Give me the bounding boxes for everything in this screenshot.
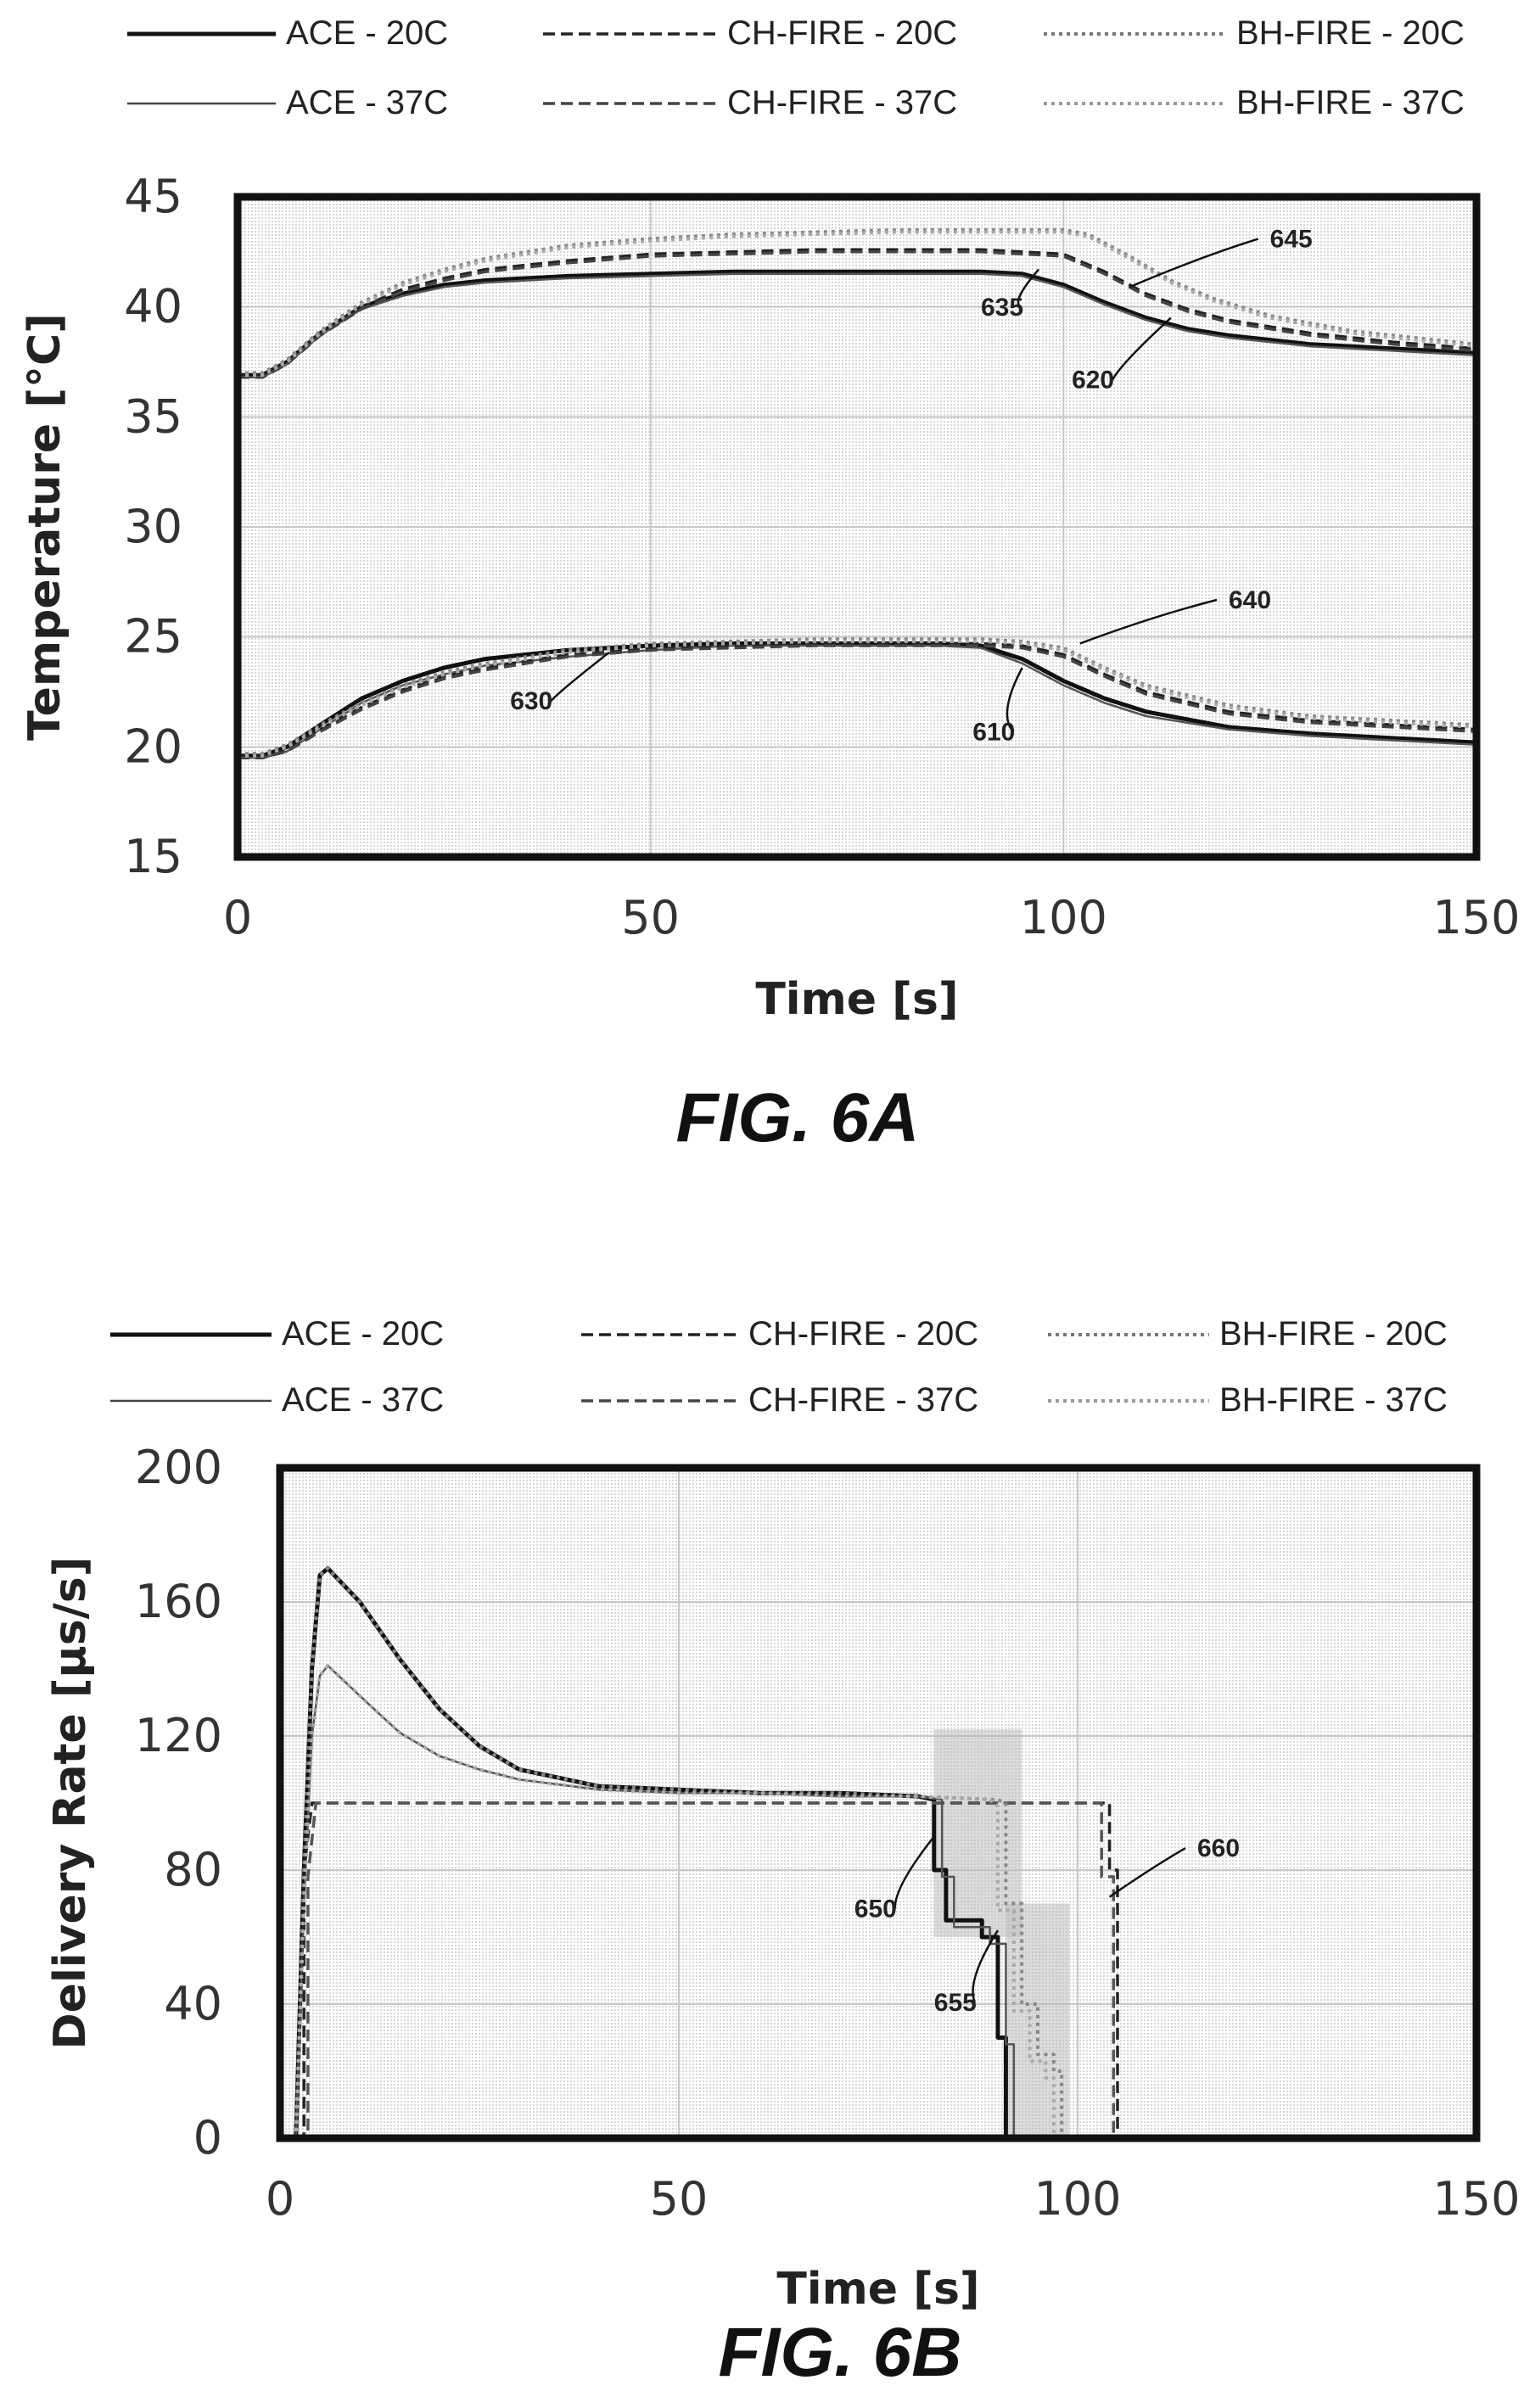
annotation-label: 640 [1229,586,1271,614]
annotation-leader [1111,316,1172,381]
legend-entry: ACE - 37C [286,84,448,121]
annotation-leader [894,1835,935,1909]
y-tick-label: 40 [164,1977,222,2030]
y-tick-label: 15 [124,830,182,883]
x-tick-label: 100 [1034,2172,1121,2226]
y-tick-label: 160 [135,1575,222,1628]
figure-label: FIG. 6B [718,2314,961,2391]
annotation-leader [550,651,610,703]
annotation-label: 655 [934,1989,977,2017]
annotation-label: 645 [1270,226,1313,254]
chart-panel-fig-6a: ACE - 20C CH-FIRE - 20C BH-FIRE - 20C ACE -… [20,14,1521,1156]
series-line [280,1801,1116,2140]
y-tick-label: 80 [164,1843,222,1896]
legend-entry: ACE - 37C [282,1381,444,1419]
shaded-band [1006,1903,1070,2138]
y-tick-label: 20 [124,720,182,773]
y-tick-label: 40 [124,280,182,333]
legend-entry: BH-FIRE - 37C [1236,84,1465,121]
legend-entry: BH-FIRE - 37C [1219,1381,1448,1419]
annotation-label: 635 [981,294,1023,322]
x-tick-label: 0 [266,2172,294,2226]
legend-entry: ACE - 20C [286,14,448,52]
series-line [238,230,1477,378]
series-line [280,1566,1064,2140]
y-tick-label: 0 [193,2111,222,2164]
x-tick-label: 150 [1432,891,1520,944]
x-tick-label: 100 [1020,891,1107,944]
series-line [280,1664,1056,2140]
series-line [238,644,1477,760]
annotation-label: 630 [510,687,552,715]
x-tick-label: 50 [650,2172,709,2226]
annotation-leader [1017,268,1040,309]
annotation-label: 610 [972,719,1015,747]
annotation-leader [1079,598,1218,645]
annotation-label: 620 [1072,367,1114,395]
y-tick-label: 45 [124,170,182,223]
chart-panel-fig-6b: ACE - 20C CH-FIRE - 20C BH-FIRE - 20C ACE -… [45,1315,1521,2391]
figure-label: FIG. 6A [675,1079,919,1156]
annotation-leader [1006,667,1023,733]
y-tick-label: 120 [135,1709,222,1762]
x-tick-label: 50 [621,891,680,944]
legend-entry: BH-FIRE - 20C [1236,14,1465,52]
annotation-label: 650 [854,1895,897,1923]
series-line [238,227,1477,375]
y-tick-label: 200 [135,1441,222,1494]
legend-entry: BH-FIRE - 20C [1219,1315,1448,1352]
annotation-leader [1108,1847,1186,1898]
annotation-leader [1129,238,1259,288]
y-axis-title: Temperature [°C] [20,313,70,741]
legend-entry: CH-FIRE - 20C [748,1315,978,1352]
y-tick-label: 30 [124,500,182,553]
x-tick-label: 0 [223,891,252,944]
plot-frame [233,193,1481,861]
y-axis-title: Delivery Rate [µs/s] [45,1557,96,2050]
legend-entry: CH-FIRE - 37C [748,1381,978,1419]
legend-entry: CH-FIRE - 37C [727,84,957,121]
series-line [238,641,1477,758]
x-axis-title: Time [s] [755,974,958,1025]
plot-frame [276,1464,1481,2142]
annotation-leader [972,1929,1000,2003]
annotation-label: 660 [1197,1834,1240,1862]
legend-entry: CH-FIRE - 20C [727,14,957,52]
y-tick-label: 35 [124,389,182,443]
x-axis-title: Time [s] [776,2264,979,2315]
y-tick-label: 25 [124,610,182,664]
legend-entry: ACE - 20C [282,1315,444,1352]
x-tick-label: 150 [1432,2172,1520,2226]
